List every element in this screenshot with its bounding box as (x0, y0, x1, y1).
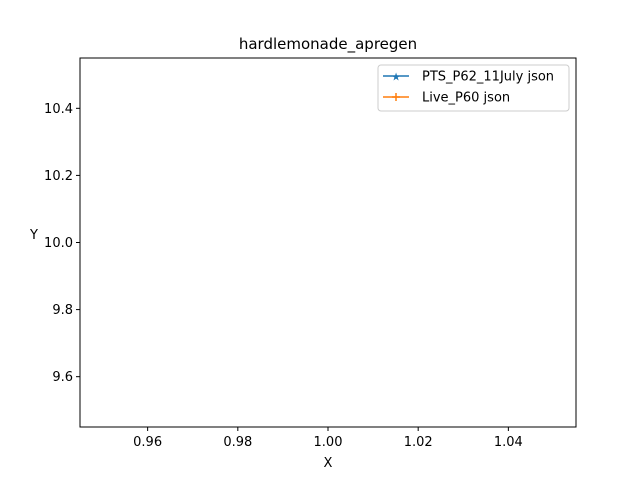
y-axis: 9.6 9.8 10.0 10.2 10.4 (44, 102, 80, 385)
x-tick-label: 0.98 (223, 435, 252, 450)
y-axis-label: Y (29, 228, 38, 243)
plus-marker-icon (392, 93, 400, 101)
y-tick-label: 10.0 (44, 236, 73, 251)
legend-box (377, 64, 570, 112)
legend: ★ PTS_P62_11July json Live_P60 json (377, 64, 570, 112)
x-tick-label: 1.00 (314, 435, 343, 450)
star-marker-icon: ★ (391, 71, 401, 84)
y-tick-label: 10.4 (44, 102, 73, 117)
plot-frame (79, 57, 577, 428)
x-tick-label: 1.04 (494, 435, 523, 450)
x-axis-label: X (324, 456, 333, 471)
chart-title: hardlemonade_apregen (239, 35, 417, 54)
legend-entry-series-2: Live_P60 json (383, 91, 510, 106)
x-tick-label: 0.96 (133, 435, 162, 450)
y-tick-label: 10.2 (44, 169, 73, 184)
legend-label-series-2: Live_P60 json (422, 91, 510, 106)
x-tick-label: 1.02 (404, 435, 433, 450)
legend-label-series-1: PTS_P62_11July json (422, 70, 554, 85)
y-tick-label: 9.8 (52, 303, 73, 318)
legend-entry-series-1: ★ PTS_P62_11July json (383, 70, 554, 85)
y-tick-label: 9.6 (52, 370, 73, 385)
x-axis: 0.96 0.98 1.00 1.02 1.04 (133, 427, 523, 450)
